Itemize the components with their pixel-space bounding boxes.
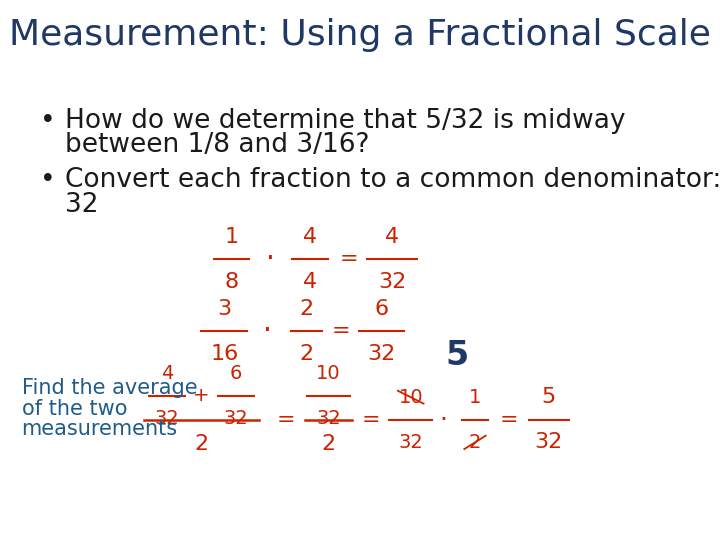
Text: 4: 4 [303,227,317,247]
Text: 10: 10 [316,363,341,383]
Text: of the two: of the two [22,399,127,418]
Text: 6: 6 [374,299,389,319]
Text: 4: 4 [303,272,317,292]
Text: 32: 32 [65,192,99,218]
Text: ·: · [266,245,275,273]
Text: 32: 32 [223,409,248,428]
Text: Measurement: Using a Fractional Scale: Measurement: Using a Fractional Scale [9,18,711,52]
Text: 4: 4 [161,363,174,383]
Text: 32: 32 [398,433,423,451]
Text: •: • [40,108,55,134]
Text: ·: · [263,318,271,346]
Text: 32: 32 [378,272,406,292]
Text: 32: 32 [155,409,179,428]
Text: 2: 2 [469,433,481,451]
Text: 32: 32 [316,409,341,428]
Text: How do we determine that 5/32 is midway: How do we determine that 5/32 is midway [65,108,625,134]
Text: =: = [340,249,359,269]
Text: 4: 4 [385,227,399,247]
Text: 2: 2 [300,299,313,319]
Text: 3: 3 [217,299,231,319]
Text: =: = [362,410,381,430]
Text: Convert each fraction to a common denominator:: Convert each fraction to a common denomi… [65,167,720,193]
Text: =: = [500,410,518,430]
Text: between 1/8 and 3/16?: between 1/8 and 3/16? [65,132,369,158]
Text: +: + [193,386,210,405]
Text: 2: 2 [300,344,313,364]
Text: 32: 32 [367,344,395,364]
Text: 10: 10 [398,388,423,407]
Text: 5: 5 [446,339,469,372]
Text: 16: 16 [210,344,238,364]
Text: 1: 1 [469,388,481,407]
Text: measurements: measurements [22,419,178,439]
Text: •: • [40,167,55,193]
Text: =: = [331,321,350,341]
Text: ·: · [439,408,447,431]
Text: 32: 32 [534,432,563,452]
Text: 1: 1 [225,227,238,247]
Text: 2: 2 [322,434,336,454]
Text: 2: 2 [194,434,209,454]
Text: =: = [276,410,295,430]
Text: 5: 5 [541,387,556,407]
Text: Find the average: Find the average [22,378,197,398]
Text: 6: 6 [230,363,242,383]
Text: 8: 8 [225,272,238,292]
